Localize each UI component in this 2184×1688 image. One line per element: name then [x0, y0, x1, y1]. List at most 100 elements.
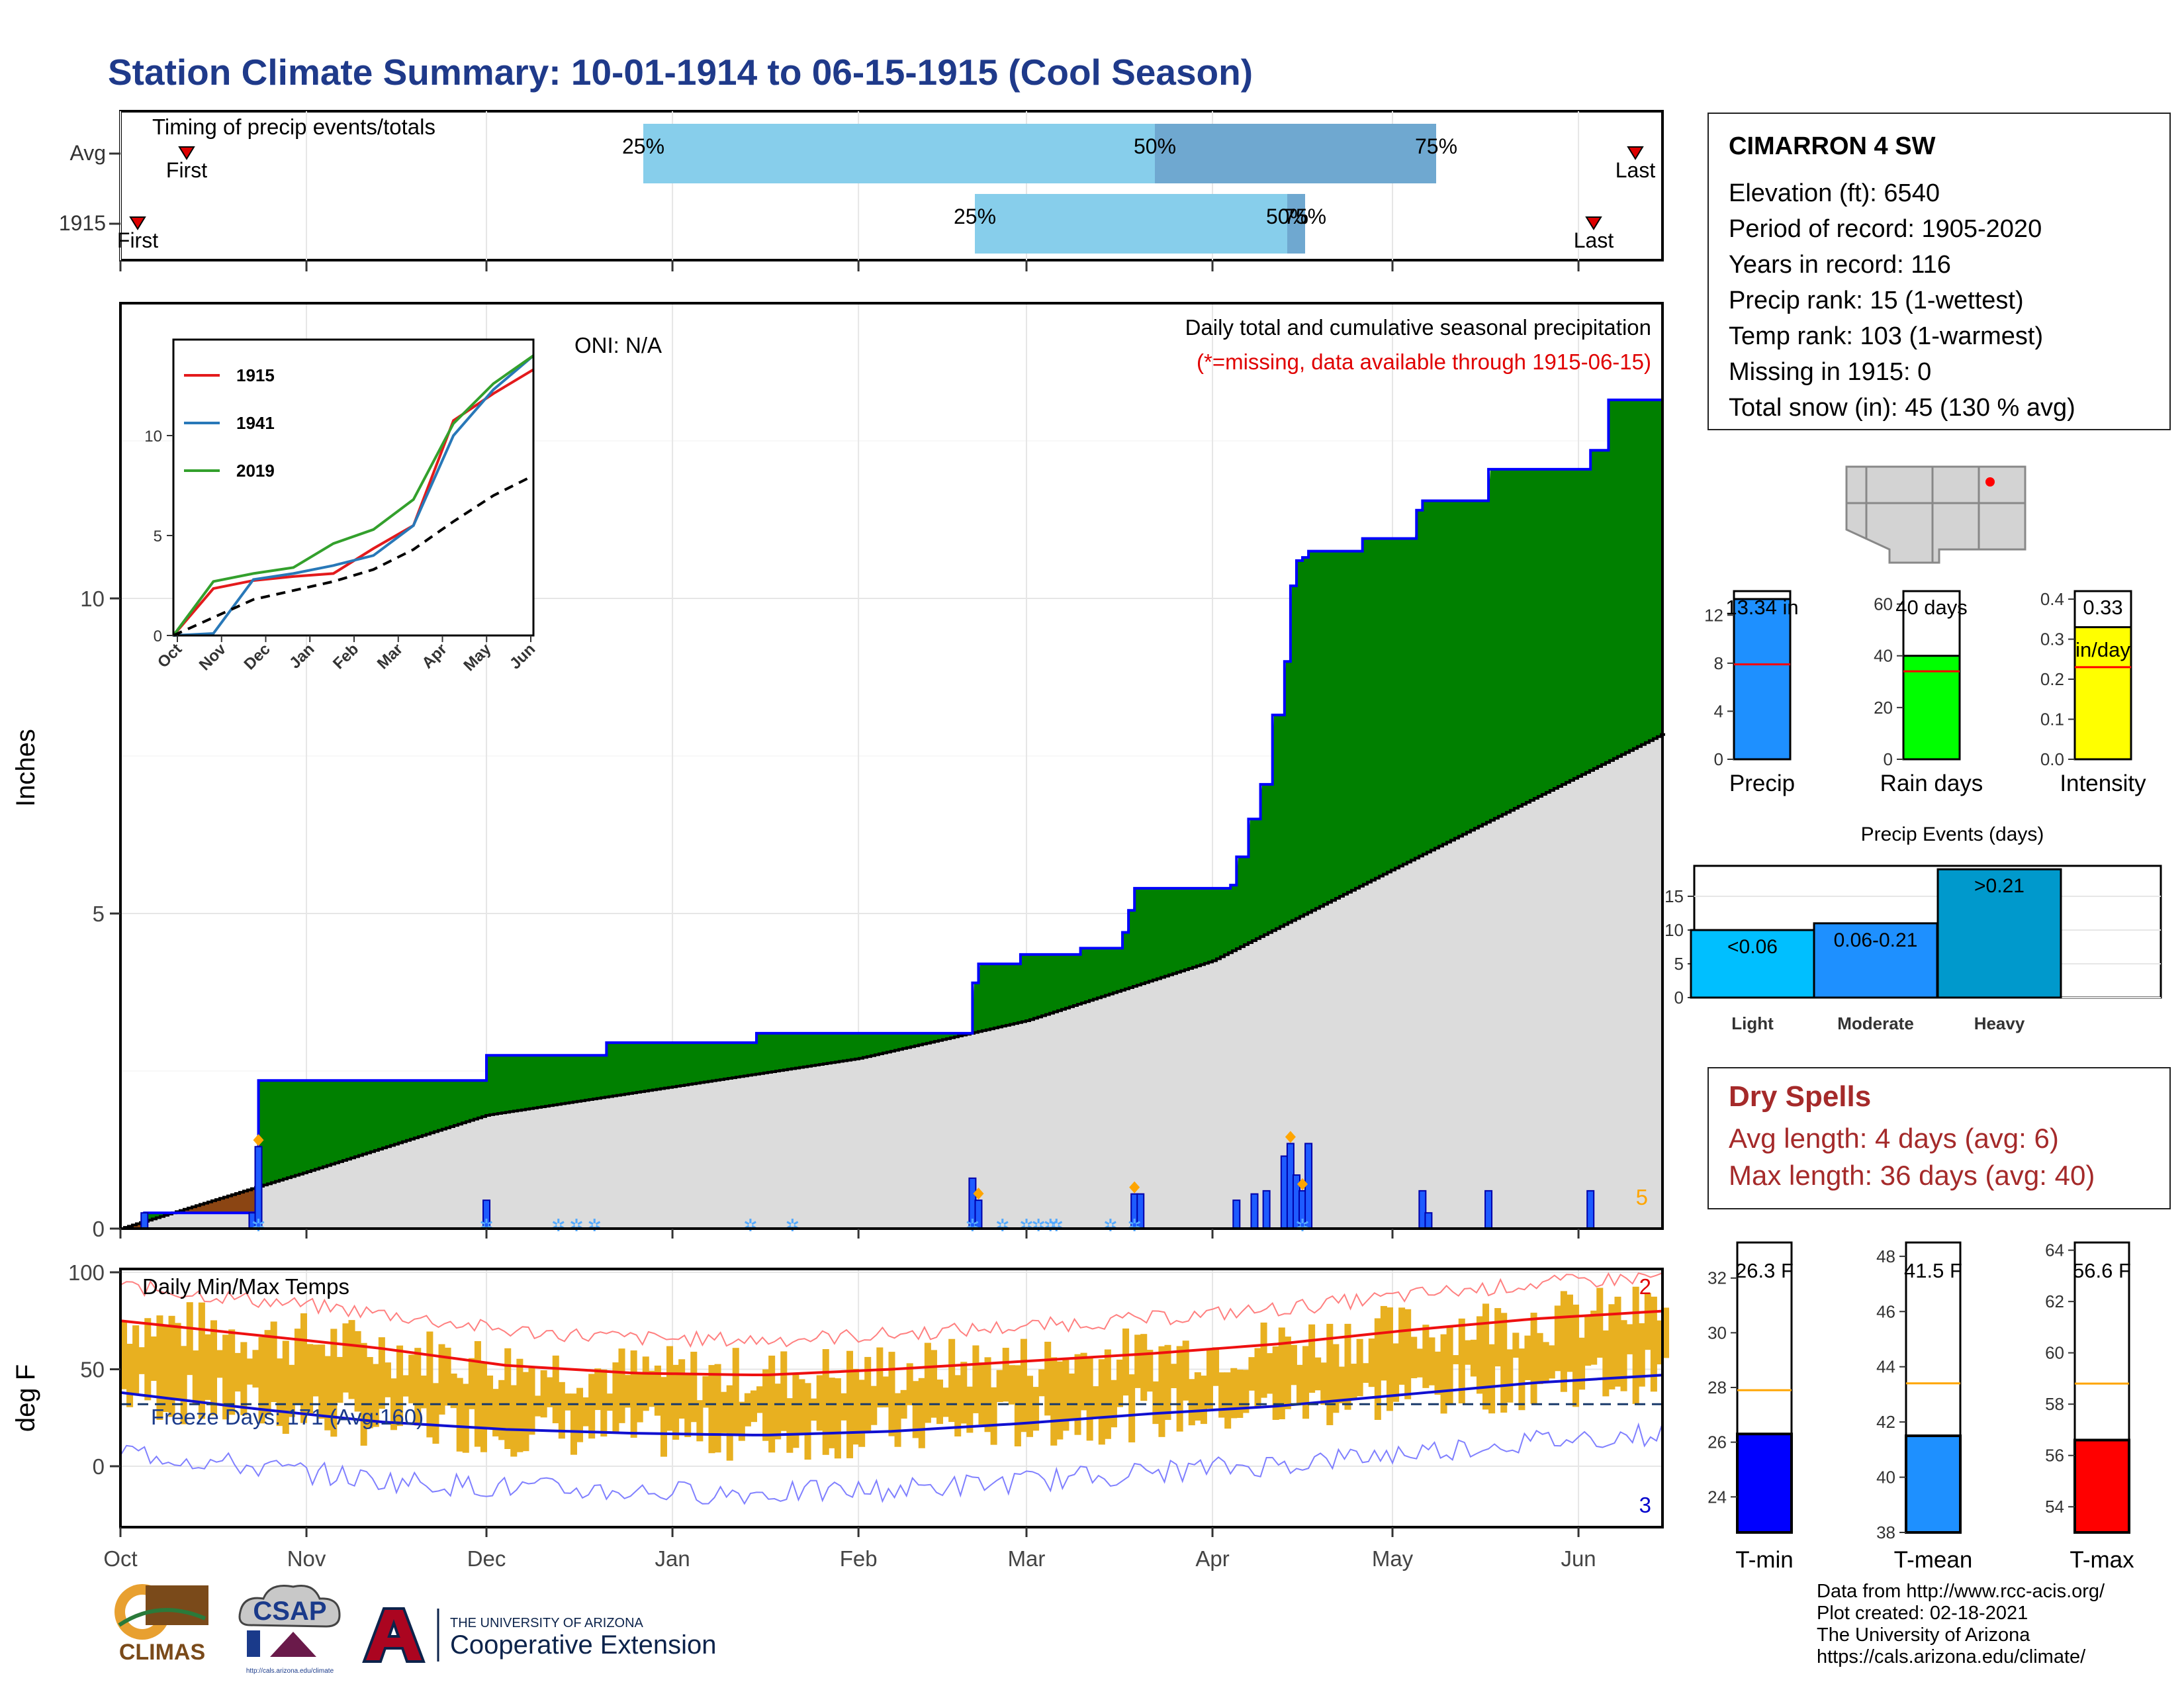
daily-temp-bar — [1074, 1354, 1081, 1435]
daily-temp-bar — [924, 1342, 931, 1423]
daily-temp-bar — [672, 1364, 680, 1440]
station-years: Years in record: 116 — [1729, 251, 1951, 279]
summary-ytick-label: 60 — [1874, 594, 1893, 614]
summary-bar-intensity — [2073, 626, 2132, 761]
daily-temp-bar — [1044, 1341, 1052, 1416]
timing-first: First — [117, 228, 158, 252]
events-bar-label: Heavy — [1974, 1013, 2025, 1033]
daily-temp-bar — [1596, 1288, 1604, 1358]
daily-temp-bar — [1404, 1309, 1412, 1399]
credits: Data from http://www.rcc-acis.org/ Plot … — [1817, 1581, 2105, 1668]
timing-bar-dark — [1155, 124, 1436, 183]
daily-temp-bar — [330, 1329, 338, 1437]
snow-marker: ✲ — [1103, 1215, 1118, 1235]
daily-precip-bar — [140, 1212, 149, 1229]
daily-temp-bar — [294, 1329, 301, 1405]
last-marker — [1585, 216, 1602, 230]
last-marker — [1627, 146, 1644, 160]
record-daily-marker — [1297, 1178, 1308, 1190]
daily-temp-bar — [1356, 1338, 1363, 1397]
daily-temp-bar — [636, 1373, 643, 1423]
inset-bg — [173, 340, 533, 635]
station-info-box: CIMARRON 4 SW Elevation (ft): 6540 Perio… — [1707, 113, 2171, 430]
first-marker — [178, 146, 195, 160]
snow-marker: ✲ — [551, 1215, 566, 1235]
daily-precip-bar — [1232, 1199, 1241, 1230]
daily-temp-bar — [1440, 1334, 1447, 1414]
daily-temp-bar — [420, 1376, 428, 1409]
daily-temp-bar — [1464, 1340, 1471, 1365]
temp-summary-ytick-label: 38 — [1876, 1523, 1895, 1542]
daily-temp-bar — [594, 1368, 602, 1411]
daily-temp-bar — [504, 1348, 512, 1450]
daily-temp-bar — [1530, 1313, 1537, 1404]
daily-temp-bar — [1026, 1376, 1034, 1437]
daily-temp-bar — [408, 1354, 416, 1403]
daily-temp-bar — [1266, 1353, 1273, 1394]
daily-temp-bar — [510, 1385, 518, 1457]
daily-temp-bar — [738, 1401, 745, 1441]
daily-temp-bar — [366, 1357, 373, 1429]
daily-temp-bar — [1056, 1361, 1064, 1440]
daily-temp-bar — [174, 1323, 181, 1400]
daily-temp-bar — [654, 1365, 661, 1416]
precip-frame — [119, 302, 1664, 1230]
daily-temp-bar — [1080, 1352, 1087, 1411]
daily-temp-bar — [156, 1315, 163, 1420]
daily-temp-bar — [546, 1377, 553, 1407]
daily-temp-bar — [1098, 1359, 1105, 1445]
daily-temp-bar — [1308, 1324, 1316, 1393]
daily-temp-bar — [1650, 1296, 1657, 1392]
temp-summary-ytick-label: 64 — [2045, 1241, 2064, 1260]
timing-bar-light — [643, 124, 1155, 183]
precip-ytick-label: 10 — [80, 586, 105, 611]
daily-temp-bar — [1518, 1348, 1525, 1411]
temp-panel-title: Daily Min/Max Temps — [142, 1274, 349, 1299]
timing-label: Timing of precip events/totals — [152, 115, 435, 139]
oni-label: ONI: N/A — [574, 333, 662, 357]
daily-temp-bar — [426, 1331, 433, 1438]
record-high-envelope — [120, 1272, 1663, 1348]
ua-a-icon — [362, 1607, 426, 1663]
csap-logo: CSAP http://cals.arizona.edu/climate — [230, 1579, 349, 1678]
daily-temp-bar — [432, 1383, 439, 1444]
daily-temp-bar — [1524, 1335, 1531, 1380]
daily-temp-bar — [1116, 1359, 1124, 1407]
daily-precip-bar — [1484, 1190, 1493, 1230]
temp-summary-ytick-label: 30 — [1707, 1323, 1727, 1342]
temp-ytick-label: 50 — [80, 1358, 105, 1382]
daily-temp-bar — [552, 1355, 559, 1424]
avg-cumulative-line — [120, 733, 1665, 1230]
daily-temp-bar — [396, 1345, 404, 1427]
daily-temp-bar — [126, 1344, 134, 1407]
dry-spells-title: Dry Spells — [1729, 1080, 1872, 1113]
month-label: Feb — [840, 1546, 878, 1571]
daily-temp-bar — [822, 1349, 829, 1455]
inset-legend-label: 1915 — [236, 365, 275, 385]
temp-summary-ytick-label: 24 — [1707, 1487, 1727, 1507]
daily-temp-bar — [1014, 1365, 1021, 1446]
summary-ytick-label: 0 — [1714, 749, 1723, 769]
events-bar-moderate — [1813, 922, 1938, 999]
temp-ytick-label: 0 — [93, 1454, 105, 1479]
daily-temp-bar — [972, 1345, 979, 1413]
snow-marker: ✲ — [587, 1215, 602, 1235]
snow-marker: ✲ — [1127, 1215, 1142, 1235]
summary-unit-label: in/day — [2075, 638, 2130, 661]
temp-summary-value: 56.6 F — [2073, 1259, 2131, 1282]
daily-temp-bar — [1200, 1376, 1207, 1425]
daily-precip-bar — [1586, 1190, 1595, 1230]
daily-temp-bar — [1512, 1333, 1520, 1358]
daily-temp-bar — [894, 1393, 901, 1447]
daily-temp-bar — [852, 1368, 860, 1445]
csap-logo-text: CSAP — [253, 1597, 326, 1626]
daily-temp-bar — [1104, 1349, 1111, 1439]
temp-ylabel: deg F — [11, 1364, 40, 1432]
daily-temp-bar — [1248, 1357, 1255, 1391]
daily-temp-bar — [1320, 1362, 1328, 1405]
daily-temp-bar — [324, 1356, 332, 1430]
timing-p50: 50% — [1134, 134, 1176, 158]
daily-temp-bar — [690, 1352, 698, 1423]
daily-temp-bar — [1410, 1336, 1418, 1379]
daily-temp-bar — [792, 1374, 799, 1448]
